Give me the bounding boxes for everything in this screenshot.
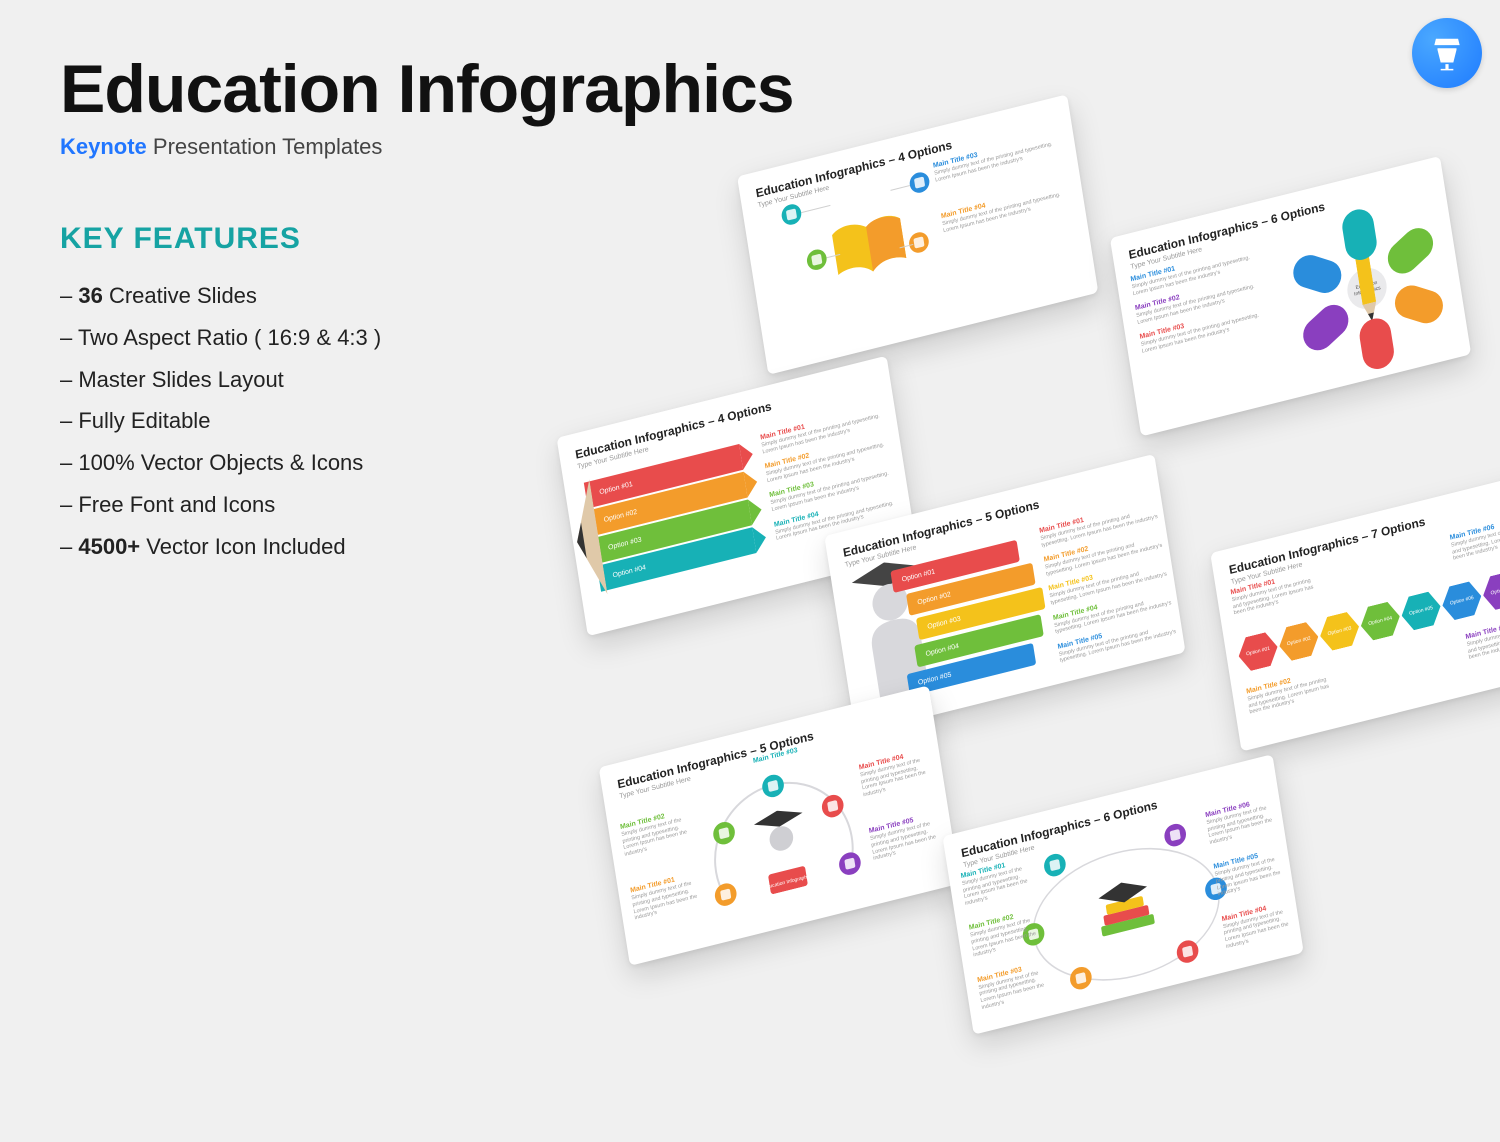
slide-thumbnails: Education Infographics – 4 Options Type … [486,0,1500,1142]
slide-thumb-6opt-hub: Education Infographics – 6 Options Type … [1110,156,1471,437]
node-icon [908,230,931,255]
features-heading: KEY FEATURES [60,210,381,267]
petal [1390,282,1447,328]
hex: Option #04 [1358,599,1402,642]
slide-thumb-6opt-books: Education Infographics – 6 Options Type … [942,754,1303,1035]
subtitle: Keynote Presentation Templates [60,134,794,160]
subtitle-rest: Presentation Templates [147,134,383,159]
option-label: Option #01 [599,480,633,495]
hex: Option #05 [1399,589,1443,632]
hex: Option #03 [1318,610,1362,653]
slide-thumb-7opt-hex: Education Infographics – 7 Options Type … [1210,471,1500,752]
page-title: Education Infographics [60,50,794,128]
feature-item: Fully Editable [60,400,381,442]
subtitle-accent: Keynote [60,134,147,159]
slide-thumb-5opt-student: Education Infographics – 5 Options Type … [599,685,960,966]
title-block: Education Infographics Keynote Presentat… [60,50,794,160]
node-icon [806,247,829,272]
features-block: KEY FEATURES 36 Creative Slides Two Aspe… [60,210,381,568]
petal [1357,315,1396,372]
node-icon [908,170,931,195]
hex: Option #07 [1481,569,1500,612]
option-label: Option #04 [612,564,646,579]
feature-item: 36 Creative Slides [60,275,381,317]
book-icon [826,207,914,291]
petal [1340,206,1379,263]
option-label: Option #03 [608,536,642,551]
option-label: Option #02 [603,508,637,523]
hex: Option #01 [1236,630,1280,673]
petal [1381,221,1439,280]
feature-item: Free Font and Icons [60,484,381,526]
feature-item: 4500+ Vector Icon Included [60,526,381,568]
pencil-arrows: Option #01 Option #02 Option #03 Option … [584,444,757,594]
hex: Option #06 [1440,579,1484,622]
node-icon [780,202,803,227]
feature-item: Master Slides Layout [60,359,381,401]
hex: Option #02 [1277,620,1321,663]
feature-item: Two Aspect Ratio ( 16:9 & 4:3 ) [60,317,381,359]
feature-item: 100% Vector Objects & Icons [60,442,381,484]
features-list: 36 Creative Slides Two Aspect Ratio ( 16… [60,275,381,568]
petal [1289,251,1346,297]
petal [1297,298,1355,357]
